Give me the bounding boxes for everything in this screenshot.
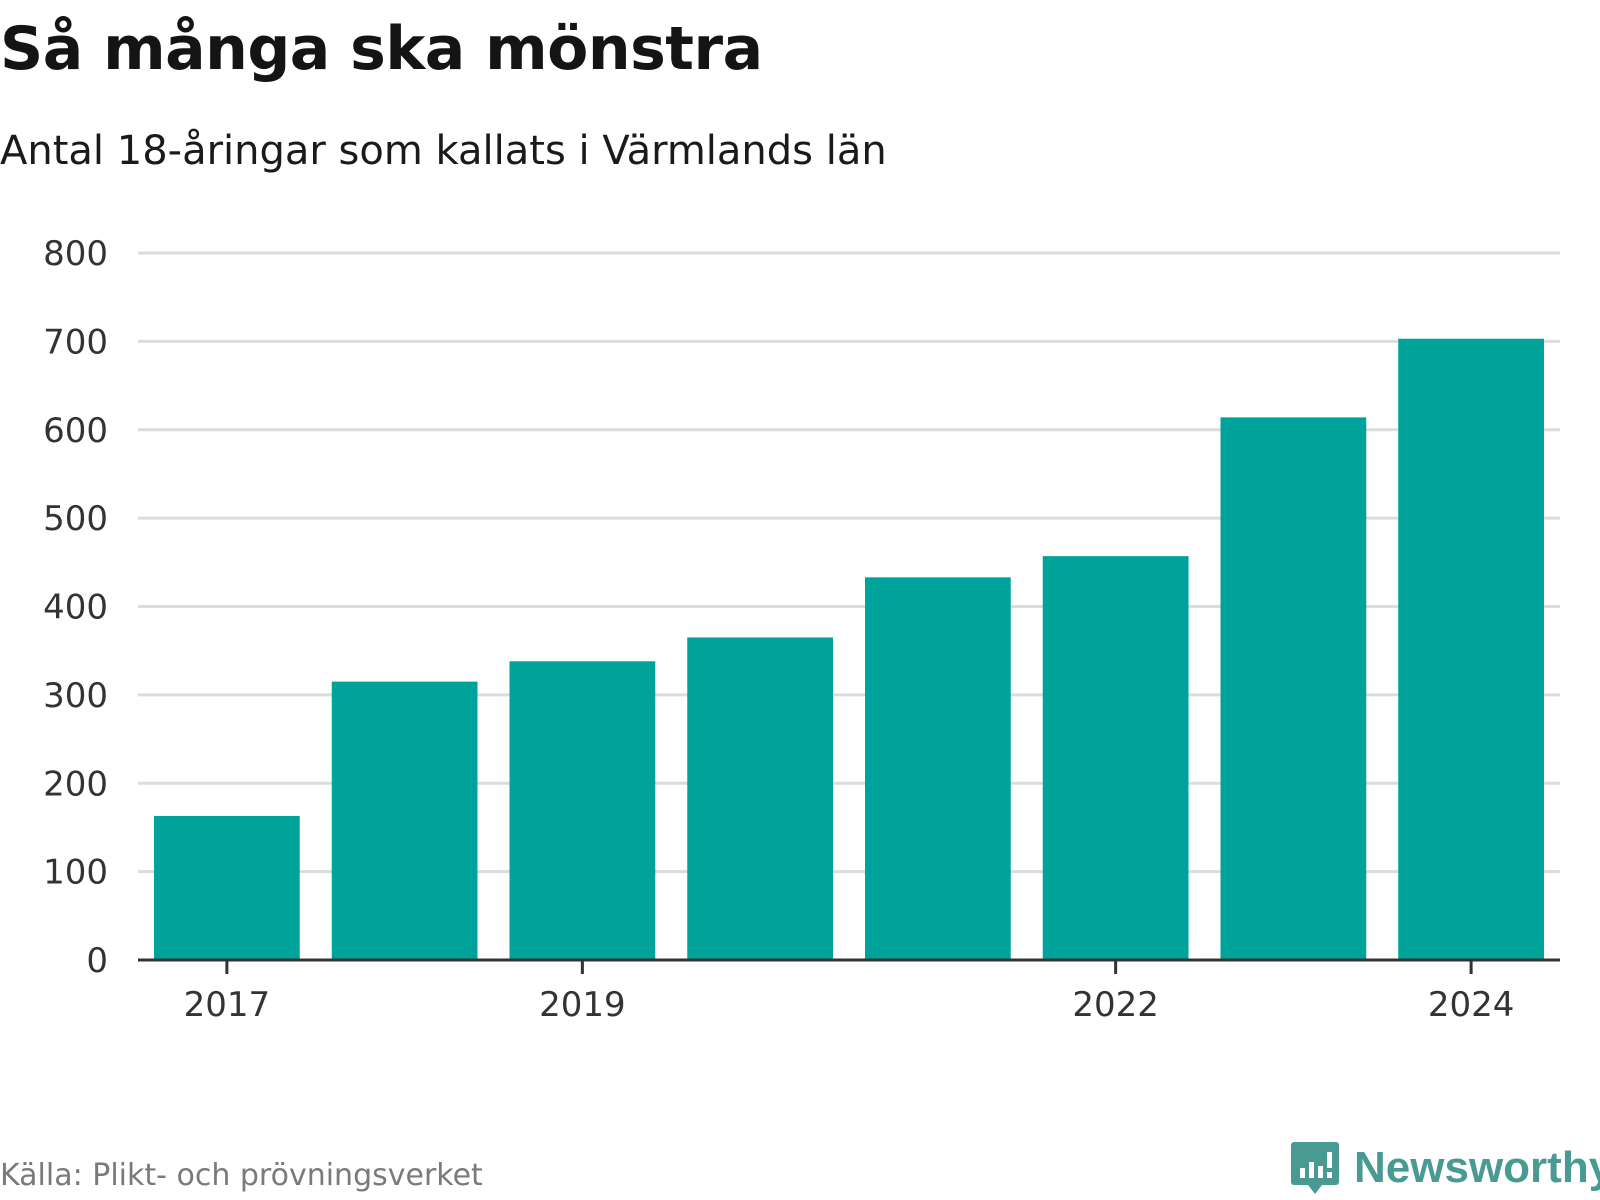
brand-name: Newsworthy xyxy=(1354,1143,1600,1192)
bar-2021 xyxy=(864,577,1011,960)
y-tick-label: 600 xyxy=(43,411,108,451)
bar-2024 xyxy=(1398,338,1545,960)
y-tick-label: 500 xyxy=(43,499,108,539)
chart-subtitle: Antal 18-åringar som kallats i Värmlands… xyxy=(0,128,887,174)
x-axis xyxy=(138,958,1560,974)
y-tick-label: 0 xyxy=(86,941,108,981)
x-tick-label: 2017 xyxy=(184,985,271,1025)
bar-chart-speech-bubble-icon xyxy=(1291,1142,1339,1194)
x-tick-label: 2019 xyxy=(539,985,626,1025)
x-axis-labels: 2017 2019 2022 2024 xyxy=(184,985,1515,1025)
source-note: Källa: Plikt- och prövningsverket xyxy=(0,1158,483,1193)
bar-2022 xyxy=(1042,556,1189,960)
bar-2017 xyxy=(153,815,300,960)
y-tick-label: 300 xyxy=(43,676,108,716)
bar-2023 xyxy=(1220,417,1367,960)
brand-logo: Newsworthy xyxy=(1290,1140,1600,1196)
y-tick-label: 200 xyxy=(43,764,108,804)
y-tick-label: 400 xyxy=(43,588,108,628)
bars xyxy=(153,338,1545,960)
y-tick-label: 800 xyxy=(43,234,108,274)
y-axis-labels: 0 100 200 300 400 500 600 700 800 xyxy=(43,234,108,981)
bar-2019 xyxy=(509,661,656,960)
bar-2020 xyxy=(687,637,834,960)
bar-2018 xyxy=(331,681,478,960)
x-tick-label: 2022 xyxy=(1072,985,1159,1025)
x-tick-label: 2024 xyxy=(1428,985,1515,1025)
y-tick-label: 700 xyxy=(43,322,108,362)
y-tick-label: 100 xyxy=(43,853,108,893)
chart-title: Så många ska mönstra xyxy=(0,14,763,84)
